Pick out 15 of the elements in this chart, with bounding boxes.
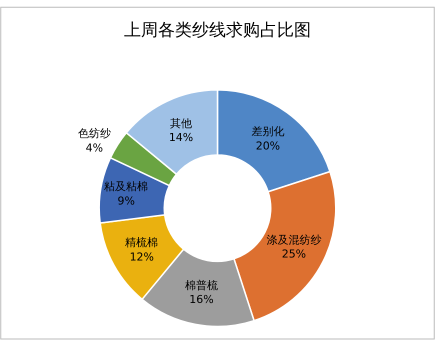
slice-label: 差别化 bbox=[251, 125, 284, 138]
slice-label: 棉普梳 bbox=[184, 278, 218, 292]
slice-label: 粘及粘棉 bbox=[104, 180, 148, 194]
slice-label: 其他 bbox=[170, 116, 192, 130]
data-label: 25% bbox=[282, 248, 306, 261]
slice-label: 精梳棉 bbox=[125, 236, 158, 250]
data-label: 14% bbox=[168, 131, 194, 144]
data-label: 12% bbox=[130, 250, 154, 264]
chart-title: 上周各类纱线求购占比图 bbox=[124, 20, 311, 41]
data-label: 9% bbox=[117, 194, 135, 208]
slice-label: 涤及混纺纱 bbox=[266, 233, 322, 246]
data-label: 20% bbox=[256, 139, 280, 152]
data-label: 16% bbox=[189, 293, 214, 306]
data-label: 4% bbox=[86, 141, 104, 154]
slice-label: 色纺纱 bbox=[78, 127, 111, 140]
